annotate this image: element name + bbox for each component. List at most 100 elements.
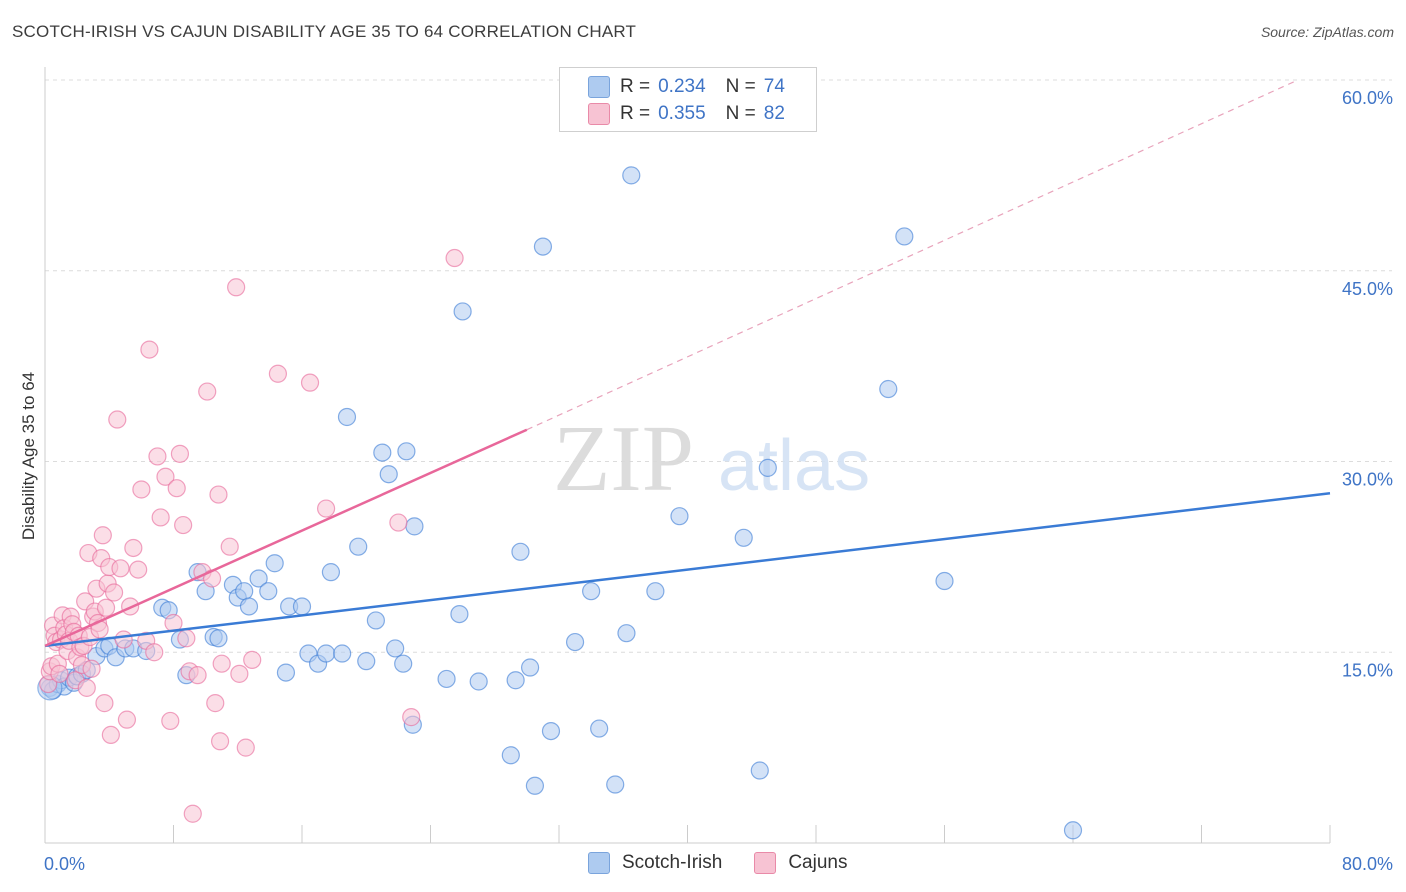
data-point (397, 442, 416, 461)
data-point (373, 443, 392, 462)
data-point (405, 517, 424, 536)
data-point (590, 719, 609, 738)
data-point (606, 775, 625, 794)
data-point (276, 663, 296, 682)
data-point (117, 710, 137, 729)
data-point (170, 444, 190, 463)
data-point (750, 761, 769, 780)
bottom-legend-cajuns[interactable]: Cajuns (754, 852, 847, 874)
data-point (206, 694, 225, 713)
data-point (379, 465, 398, 484)
data-point (506, 671, 525, 690)
data-point (541, 721, 561, 741)
source-label: Source: ZipAtlas.com (1260, 24, 1394, 40)
data-point (96, 598, 116, 617)
data-point (188, 666, 207, 685)
data-point (292, 597, 312, 616)
data-point (151, 508, 170, 527)
data-point (50, 664, 69, 683)
data-point (265, 554, 284, 573)
data-point (386, 639, 405, 658)
y-axis-title: Disability Age 35 to 64 (19, 372, 38, 540)
data-point (337, 407, 357, 427)
data-point (230, 664, 249, 683)
data-point (140, 340, 159, 359)
legend-r-value: 0.234 (658, 76, 706, 97)
data-point (210, 732, 230, 751)
data-point (469, 672, 488, 691)
bottom-legend: Scotch-Irish Cajuns (588, 852, 879, 874)
bottom-legend-scotch-irish[interactable]: Scotch-Irish (588, 852, 722, 874)
data-point (82, 659, 101, 678)
data-point (450, 604, 469, 624)
data-point (445, 248, 464, 268)
data-point (316, 644, 336, 663)
data-point (734, 528, 753, 547)
data-point (156, 467, 175, 486)
legend-r-label: R = (620, 103, 651, 124)
data-point (1063, 821, 1083, 840)
trend-line-scotch-irish (44, 492, 1331, 648)
data-point (357, 652, 376, 671)
x-tick-label-max: 80.0% (1342, 854, 1393, 874)
data-point (622, 166, 641, 185)
data-point (758, 458, 777, 477)
data-point (235, 582, 254, 601)
data-point (249, 569, 268, 588)
legend-swatch-cajuns (588, 103, 610, 125)
data-point (617, 624, 636, 643)
axes (44, 67, 1331, 844)
data-point (511, 542, 530, 561)
data-point (394, 654, 413, 673)
data-point (220, 537, 239, 556)
data-point (879, 379, 898, 399)
data-point (236, 738, 255, 757)
data-point (520, 658, 540, 677)
data-point (366, 611, 385, 630)
watermark: ZIP atlas (553, 407, 870, 511)
data-point (104, 583, 124, 602)
data-point (321, 563, 341, 582)
watermark-zip: ZIP (553, 407, 694, 511)
y-tick-label: 15.0% (1342, 660, 1393, 680)
legend-n-value: 82 (763, 103, 785, 124)
data-point (174, 515, 193, 535)
data-point (935, 571, 954, 591)
data-point (111, 559, 130, 578)
data-point (167, 479, 186, 498)
data-point (259, 582, 278, 601)
data-point (501, 746, 520, 765)
data-point (243, 650, 262, 669)
bottom-legend-swatch-cajuns (754, 852, 777, 874)
data-point (895, 227, 914, 246)
data-point (316, 499, 336, 518)
data-point (268, 364, 288, 383)
legend-n-value: 74 (763, 76, 785, 97)
data-point (533, 237, 553, 256)
data-point (209, 629, 228, 648)
chart-title: SCOTCH-IRISH VS CAJUN DISABILITY AGE 35 … (12, 22, 637, 41)
data-point (148, 447, 167, 466)
data-point (402, 708, 421, 727)
bottom-legend-swatch-scotch-irish (588, 852, 610, 874)
data-point (646, 582, 665, 601)
y-tick-label: 60.0% (1342, 88, 1393, 108)
data-point (209, 485, 228, 504)
x-tick-label-min: 0.0% (44, 854, 85, 874)
watermark-atlas: atlas (718, 426, 870, 506)
legend-n-label: N = (725, 103, 756, 124)
bottom-legend-label: Scotch-Irish (622, 852, 723, 873)
data-point (227, 278, 246, 297)
data-point (177, 629, 196, 648)
data-point (108, 410, 127, 429)
data-point (582, 582, 601, 601)
data-point (670, 507, 689, 526)
legend-n-label: N = (725, 76, 756, 97)
legend-row-cajuns: R = 0.355 N = 82 (588, 102, 785, 126)
data-point (145, 643, 164, 662)
legend-row-scotch-irish: R = 0.234 N = 74 (588, 75, 785, 99)
trend-line-cajuns (44, 428, 528, 648)
scotch-irish-points (37, 166, 1083, 840)
bottom-legend-label: Cajuns (788, 852, 848, 873)
